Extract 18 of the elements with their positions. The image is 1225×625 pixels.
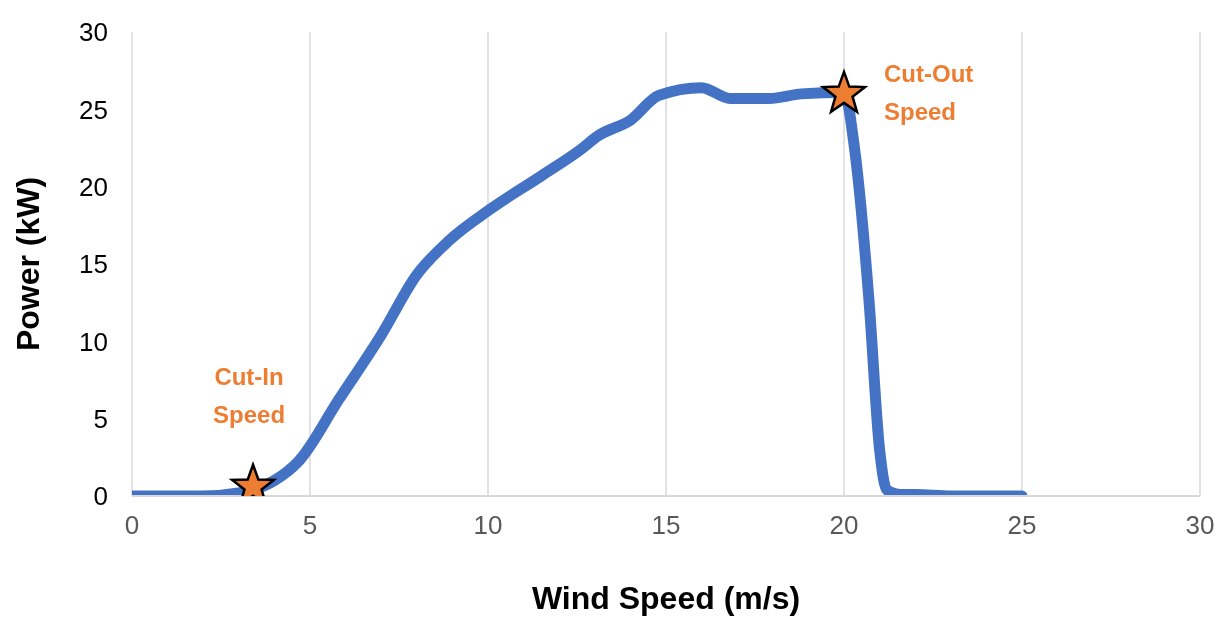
- annotation: Cut-Out Speed: [884, 59, 974, 125]
- annotation: Cut-In Speed: [213, 362, 286, 428]
- x-tick-label: 20: [829, 510, 859, 541]
- y-axis-title: Power (kW): [10, 176, 47, 352]
- x-axis-title: Wind Speed (m/s): [531, 580, 801, 616]
- y-tick-label: 25: [79, 94, 108, 125]
- x-tick-label: 10: [473, 510, 503, 541]
- y-tick-label: 15: [79, 249, 108, 280]
- y-tick-label: 30: [79, 17, 108, 48]
- y-tick-label: 0: [93, 481, 108, 512]
- x-tick-label: 25: [1007, 510, 1037, 541]
- x-tick-label: 0: [124, 510, 140, 541]
- y-tick-label: 20: [79, 171, 108, 202]
- x-tick-label: 5: [302, 510, 318, 541]
- x-tick-label: 15: [651, 510, 681, 541]
- y-tick-label: 10: [79, 326, 108, 357]
- y-tick-label: 5: [93, 403, 108, 434]
- x-tick-label: 30: [1185, 510, 1215, 541]
